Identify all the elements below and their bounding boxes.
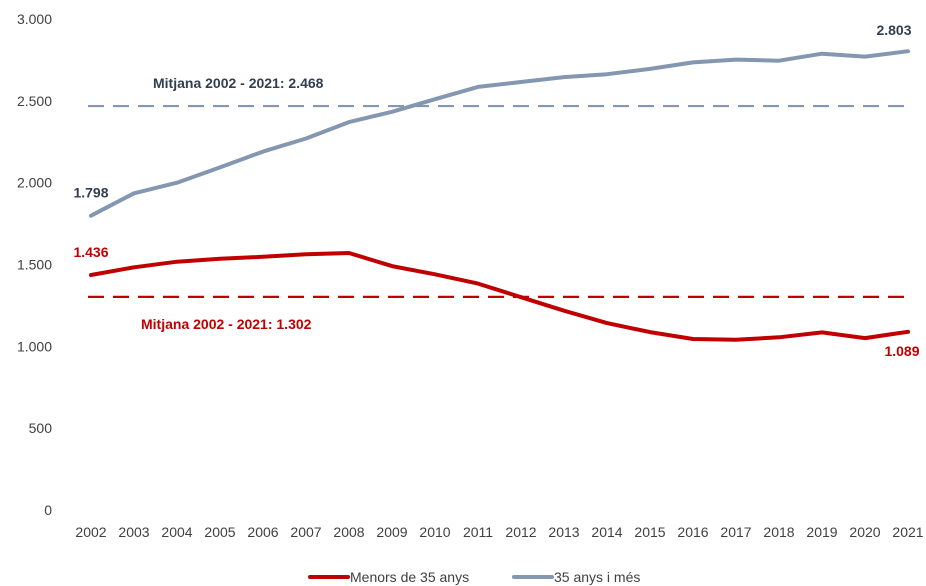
legend-label: Menors de 35 anys [350, 569, 469, 585]
y-tick-label: 2.500 [17, 93, 52, 109]
legend: Menors de 35 anys 35 anys i més [308, 569, 640, 585]
x-tick-label: 2007 [290, 524, 321, 540]
y-tick-label: 1.500 [17, 257, 52, 273]
y-tick-label: 3.000 [17, 11, 52, 27]
x-tick-label: 2012 [505, 524, 536, 540]
y-axis: 0 500 1.000 1.500 2.000 2.500 3.000 [17, 11, 52, 518]
data-label: 2.803 [876, 22, 911, 38]
y-tick-label: 2.000 [17, 175, 52, 191]
data-label: 1.798 [73, 185, 108, 201]
x-tick-label: 2002 [75, 524, 106, 540]
x-tick-label: 2009 [376, 524, 407, 540]
data-label: 1.089 [884, 343, 919, 359]
legend-label: 35 anys i més [554, 569, 640, 585]
series-line [89, 49, 910, 218]
average-label: Mitjana 2002 - 2021: 2.468 [153, 75, 324, 91]
x-tick-label: 2008 [333, 524, 364, 540]
x-tick-label: 2015 [634, 524, 665, 540]
x-tick-label: 2019 [806, 524, 837, 540]
series-line [89, 251, 910, 342]
x-tick-label: 2006 [247, 524, 278, 540]
x-tick-label: 2003 [118, 524, 149, 540]
x-tick-label: 2018 [763, 524, 794, 540]
x-tick-label: 2004 [161, 524, 192, 540]
x-tick-label: 2016 [677, 524, 708, 540]
x-tick-label: 2014 [591, 524, 622, 540]
y-tick-label: 1.000 [17, 338, 52, 354]
x-tick-label: 2020 [849, 524, 880, 540]
y-tick-label: 0 [44, 502, 52, 518]
data-label: 1.436 [73, 244, 108, 260]
x-axis: 2002 2003 2004 2005 2006 2007 2008 2009 2010 2011… [75, 524, 923, 540]
data-annotations: 1.798 2.803 1.436 1.089 [73, 22, 919, 359]
x-tick-label: 2010 [419, 524, 450, 540]
x-tick-label: 2005 [204, 524, 235, 540]
x-tick-label: 2013 [548, 524, 579, 540]
average-label: Mitjana 2002 - 2021: 1.302 [141, 316, 312, 332]
y-tick-label: 500 [29, 420, 53, 436]
reference-lines: Mitjana 2002 - 2021: 2.468 Mitjana 2002 -… [88, 75, 910, 332]
x-tick-label: 2021 [892, 524, 923, 540]
series-lines [89, 49, 910, 342]
x-tick-label: 2011 [463, 524, 493, 540]
x-tick-label: 2017 [720, 524, 751, 540]
